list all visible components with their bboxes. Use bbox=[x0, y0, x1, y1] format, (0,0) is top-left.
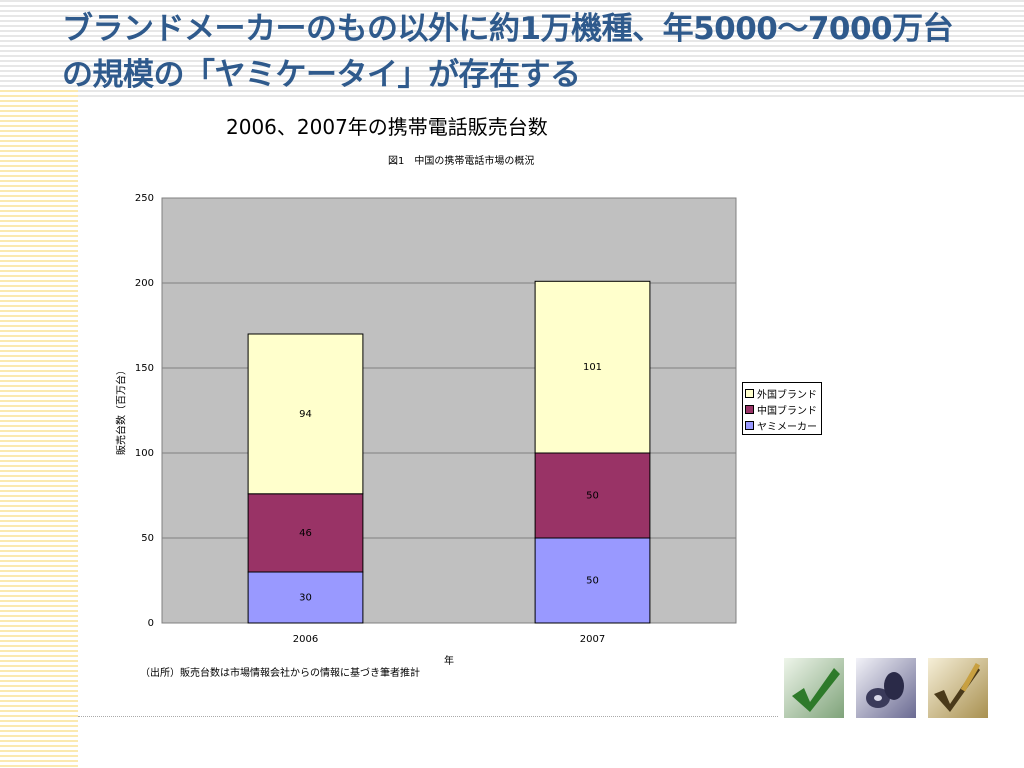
y-tick-label: 50 bbox=[141, 533, 154, 544]
y-tick-label: 150 bbox=[135, 363, 154, 374]
data-label: 101 bbox=[583, 362, 602, 373]
y-tick-label: 0 bbox=[148, 618, 154, 629]
y-tick-label: 250 bbox=[135, 193, 154, 204]
legend-label: ヤミメーカー bbox=[757, 421, 817, 433]
legend-swatch bbox=[745, 420, 754, 430]
data-label: 50 bbox=[586, 576, 599, 587]
bar-segment bbox=[534, 452, 651, 539]
data-label: 30 bbox=[299, 593, 312, 604]
data-label: 94 bbox=[299, 409, 312, 420]
x-tick-label: 2007 bbox=[580, 634, 605, 645]
bar-segment bbox=[534, 280, 651, 454]
x-tick-label: 2006 bbox=[293, 634, 318, 645]
legend-swatch bbox=[745, 388, 754, 398]
legend-label: 中国ブランド bbox=[757, 405, 817, 417]
chart-legend: 外国ブランド 中国ブランド ヤミメーカー bbox=[742, 382, 822, 435]
y-tick-label: 100 bbox=[135, 448, 154, 459]
legend-item-foreign: 外国ブランド bbox=[745, 385, 819, 401]
plot-area bbox=[161, 197, 737, 624]
pen-checkmark-thumbnail bbox=[928, 658, 988, 718]
legend-swatch bbox=[745, 404, 754, 414]
bar-segment bbox=[247, 493, 364, 573]
divider bbox=[78, 716, 778, 717]
x-axis-label: 年 bbox=[444, 656, 454, 667]
data-label: 46 bbox=[299, 528, 312, 539]
y-axis-label: 販売台数（百万台） bbox=[116, 365, 128, 455]
slide-title: ブランドメーカーのもの以外に約1万機種、年5000～7000万台の規模の「ヤミケ… bbox=[62, 11, 954, 93]
header-stripe-decoration bbox=[0, 0, 1024, 100]
bar-segment bbox=[247, 333, 364, 495]
chart-subtitle: 2006、2007年の携帯電話販売台数 bbox=[226, 115, 548, 139]
cd-disc-thumbnail bbox=[856, 658, 916, 718]
checkmark-thumbnail-green bbox=[784, 658, 844, 718]
source-note: （出所）販売台数は市場情報会社からの情報に基づき筆者推計 bbox=[140, 668, 420, 679]
bar-segment bbox=[247, 571, 364, 624]
bar-segment bbox=[534, 537, 651, 624]
data-label: 50 bbox=[586, 491, 599, 502]
side-stripe-decoration bbox=[0, 90, 78, 768]
legend-item-chinese: 中国ブランド bbox=[745, 401, 819, 417]
y-tick-label: 200 bbox=[135, 278, 154, 289]
legend-item-black-market: ヤミメーカー bbox=[745, 417, 819, 433]
chart-title: 図1 中国の携帯電話市場の概況 bbox=[388, 156, 535, 167]
legend-label: 外国ブランド bbox=[757, 389, 817, 401]
